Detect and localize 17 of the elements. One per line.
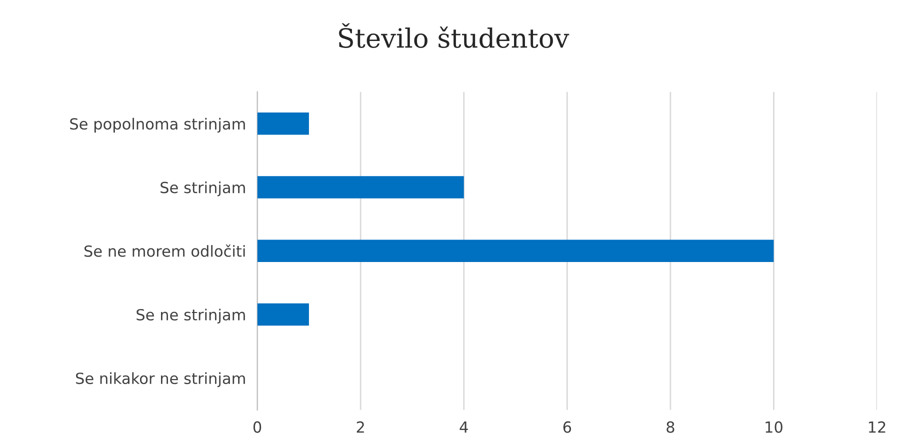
x-tick-label: 0	[253, 421, 262, 433]
x-tick-label: 12	[868, 421, 886, 433]
x-tick-label: 10	[766, 421, 782, 433]
y-tick-label: Se strinjam	[160, 181, 245, 196]
bar	[257, 176, 464, 198]
x-tick-label: 4	[460, 422, 468, 433]
x-tick-label: 6	[563, 421, 572, 433]
y-tick-label: Se ne strinjam	[136, 308, 245, 324]
y-tick-label: Se nikakor ne strinjam	[76, 372, 245, 388]
y-tick-label: Se ne morem odločiti	[84, 244, 245, 257]
y-tick-label: Se popolnoma strinjam	[70, 118, 245, 133]
chart-title: Število študentov	[339, 23, 570, 48]
x-tick-label: 2	[356, 421, 364, 433]
bar	[257, 303, 309, 326]
x-tick-label: 8	[666, 421, 674, 433]
bar	[257, 240, 774, 262]
bar	[257, 112, 309, 135]
